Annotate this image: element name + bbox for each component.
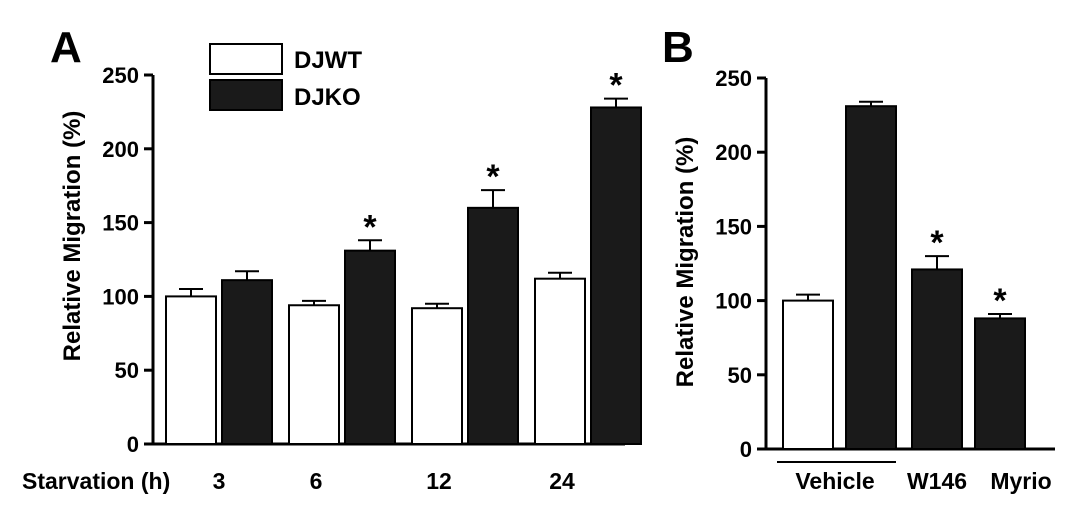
panel-b-ytick-label: 100 (715, 289, 752, 314)
panel-a-djko-significance-star: * (486, 158, 500, 196)
panel-a-djko-significance-star: * (609, 67, 623, 105)
panel-b-ytick-label: 50 (728, 363, 752, 388)
panel-a-djko-bar (221, 279, 273, 445)
panel-b-letter: B (662, 23, 694, 72)
panel-a-djko-bar (344, 249, 396, 445)
panel-b-0-bar (782, 299, 834, 450)
panel-b-ytick-label: 250 (715, 66, 752, 91)
panel-a-category-label: 24 (549, 468, 575, 494)
panel-b-group-label: W146 (907, 468, 967, 494)
legend-swatch-djko (209, 79, 283, 111)
panel-a-category-label: 6 (310, 468, 323, 494)
panel-b-ylabel: Relative Migration (%) (672, 137, 699, 388)
legend-label-djko: DJKO (294, 84, 361, 111)
panel-a-ytick-label: 50 (115, 358, 139, 383)
panel-a-letter: A (50, 23, 82, 72)
panel-a-ytick-label: 250 (102, 63, 139, 88)
panel-a-ytick-label: 100 (102, 284, 139, 309)
panel-b-2-significance-star: * (930, 224, 944, 262)
panel-b-group-label: Vehicle (795, 468, 874, 494)
panel-a-djwt-bar (534, 277, 586, 445)
panel-a-djwt-bar (411, 307, 463, 446)
panel-b-ytick-label: 150 (715, 214, 752, 239)
panel-a-djko-significance-star: * (363, 208, 377, 246)
panel-a-category-label: 12 (426, 468, 452, 494)
panel-b-ytick-label: 0 (740, 437, 752, 462)
panel-b-group-label: Myrio (990, 468, 1051, 494)
panel-a-djwt-bar (165, 295, 217, 445)
panel-a-xlabel: Starvation (h) (22, 468, 170, 494)
panel-a-djwt-bar (288, 304, 340, 446)
panel-a-category-label: 3 (213, 468, 226, 494)
panel-b-ytick-label: 200 (715, 140, 752, 165)
panel-a-djko-bar (590, 106, 642, 446)
panel-a-djko-bar (467, 206, 519, 445)
legend-swatch-djwt (209, 43, 283, 75)
panel-a-ylabel: Relative Migration (%) (59, 111, 86, 362)
panel-b-3-significance-star: * (993, 282, 1007, 320)
panel-a-ytick-label: 0 (127, 432, 139, 457)
legend-label-djwt: DJWT (294, 47, 362, 74)
panel-a-ytick-label: 200 (102, 137, 139, 162)
panel-b-plot: 0 50 100 150 200 250 * * Vehicle W146 Myrio (715, 66, 1055, 494)
panel-b-3-bar (974, 317, 1026, 450)
panel-b-1-bar (845, 105, 897, 450)
panel-a-ytick-label: 150 (102, 211, 139, 236)
panel-a-plot: 0 50 100 150 200 250 3 6 * 12 * 24 * (102, 63, 642, 494)
panel-b-2-bar (911, 268, 963, 450)
